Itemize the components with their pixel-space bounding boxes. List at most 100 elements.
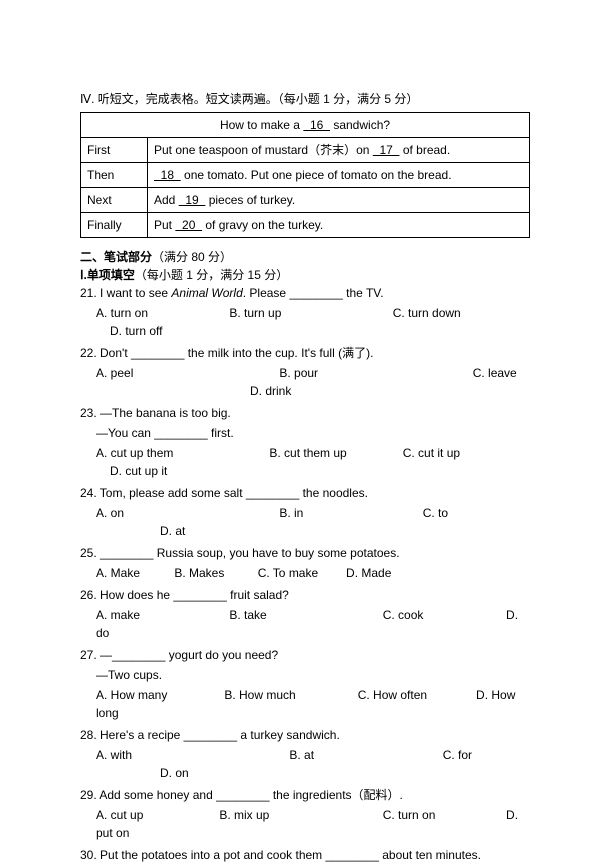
sub-note: （每小题 1 分，满分 15 分）	[135, 268, 288, 282]
q29-stem: 29. Add some honey and ________ the ingr…	[80, 786, 530, 804]
question-21: 21. I want to see Animal World. Please _…	[80, 284, 530, 340]
question-22: 22. Don't ________ the milk into the cup…	[80, 344, 530, 400]
q28-options-row2: D. on	[80, 764, 530, 782]
q27-l2: —Two cups.	[80, 666, 530, 684]
q22-options: A. peel B. pour C. leave	[80, 364, 530, 382]
q23-options-row2: D. cut up it	[80, 462, 530, 480]
opt-c: C. turn on	[383, 806, 503, 824]
q21-stem-b: . Please ________ the TV.	[243, 286, 384, 300]
q27-options: A. How many B. How much C. How often D. …	[80, 686, 530, 704]
sub-title: Ⅰ.单项填空	[80, 268, 135, 282]
written-title: 二、笔试部分	[80, 250, 152, 264]
opt-a: A. peel	[96, 364, 276, 382]
opt-b: B. mix up	[219, 806, 379, 824]
opt-d: D. Made	[346, 564, 391, 582]
question-25: 25. ________ Russia soup, you have to bu…	[80, 544, 530, 582]
opt-b: B. in	[279, 504, 419, 522]
q26-options: A. make B. take C. cook D.	[80, 606, 530, 624]
opt-a: A. cut up	[96, 806, 216, 824]
opt-c: C. How often	[358, 686, 473, 704]
opt-a: A. How many	[96, 686, 221, 704]
q24-options-row2: D. at	[80, 522, 530, 540]
sandwich-table: How to make a 16 sandwich? First Put one…	[80, 112, 530, 238]
q21-options: A. turn on B. turn up C. turn down	[80, 304, 530, 322]
row-label: Next	[81, 188, 148, 213]
row-text: 18 one tomato. Put one piece of tomato o…	[148, 163, 530, 188]
table-row: Then 18 one tomato. Put one piece of tom…	[81, 163, 530, 188]
opt-d: D. on	[160, 764, 189, 782]
opt-a: A. on	[96, 504, 276, 522]
q27-opt-d2: long	[80, 704, 530, 722]
q21-stem: 21. I want to see Animal World. Please _…	[80, 284, 530, 302]
opt-d: D.	[506, 606, 518, 624]
opt-b: B. turn up	[229, 304, 389, 322]
opt-a: A. turn on	[96, 304, 226, 322]
opt-b: B. take	[229, 606, 379, 624]
q22-options-row2: D. drink	[80, 382, 530, 400]
opt-b: B. cut them up	[269, 444, 399, 462]
table-header-cell: How to make a 16 sandwich?	[81, 113, 530, 138]
question-26: 26. How does he ________ fruit salad? A.…	[80, 586, 530, 642]
opt-a: A. cut up them	[96, 444, 266, 462]
opt-b: B. How much	[224, 686, 354, 704]
row-label: First	[81, 138, 148, 163]
table-row: Next Add 19 pieces of turkey.	[81, 188, 530, 213]
opt-d: D. How	[476, 686, 515, 704]
opt-c: C. to	[423, 504, 448, 522]
row-label: Finally	[81, 213, 148, 238]
opt-c: C. turn down	[393, 304, 461, 322]
q29-options: A. cut up B. mix up C. turn on D.	[80, 806, 530, 824]
q27-l1: 27. —________ yogurt do you need?	[80, 646, 530, 664]
opt-c: C. leave	[473, 364, 517, 382]
q22-stem: 22. Don't ________ the milk into the cup…	[80, 344, 530, 362]
exam-page: Ⅳ. 听短文，完成表格。短文读两遍。（每小题 1 分，满分 5 分） How t…	[0, 0, 595, 842]
q23-options: A. cut up them B. cut them up C. cut it …	[80, 444, 530, 462]
opt-b: B. pour	[279, 364, 469, 382]
row-text: Put one teaspoon of mustard（芥末）on 17 of …	[148, 138, 530, 163]
section-iv-heading: Ⅳ. 听短文，完成表格。短文读两遍。（每小题 1 分，满分 5 分）	[80, 90, 530, 108]
q28-stem: 28. Here's a recipe ________ a turkey sa…	[80, 726, 530, 744]
q23-l2: —You can ________ first.	[80, 424, 530, 442]
q21-stem-a: 21. I want to see	[80, 286, 171, 300]
q30-stem: 30. Put the potatoes into a pot and cook…	[80, 846, 530, 864]
q25-options: A. Make B. Makes C. To make D. Made	[80, 564, 530, 582]
row-label: Then	[81, 163, 148, 188]
q26-opt-d2: do	[80, 624, 530, 642]
opt-d: D. drink	[250, 382, 291, 400]
written-title-note: （满分 80 分）	[152, 250, 232, 264]
opt-c: C. for	[443, 746, 472, 764]
question-29: 29. Add some honey and ________ the ingr…	[80, 786, 530, 842]
q21-options-row2: D. turn off	[80, 322, 530, 340]
opt-a: A. make	[96, 606, 226, 624]
opt-c: C. To make	[258, 564, 343, 582]
question-28: 28. Here's a recipe ________ a turkey sa…	[80, 726, 530, 782]
opt-d: D. at	[160, 522, 185, 540]
q23-l1: 23. —The banana is too big.	[80, 404, 530, 422]
q29-opt-d2: put on	[80, 824, 530, 842]
q21-italic: Animal World	[171, 286, 242, 300]
question-24: 24. Tom, please add some salt ________ t…	[80, 484, 530, 540]
row-text: Add 19 pieces of turkey.	[148, 188, 530, 213]
q26-stem: 26. How does he ________ fruit salad?	[80, 586, 530, 604]
opt-b: B. at	[289, 746, 439, 764]
q24-stem: 24. Tom, please add some salt ________ t…	[80, 484, 530, 502]
table-row: First Put one teaspoon of mustard（芥末）on …	[81, 138, 530, 163]
question-27: 27. —________ yogurt do you need? —Two c…	[80, 646, 530, 722]
row-text: Put 20 of gravy on the turkey.	[148, 213, 530, 238]
q25-stem: 25. ________ Russia soup, you have to bu…	[80, 544, 530, 562]
opt-d: D. turn off	[110, 322, 162, 340]
written-heading: 二、笔试部分（满分 80 分）	[80, 248, 530, 266]
opt-c: C. cut it up	[403, 444, 460, 462]
question-23: 23. —The banana is too big. —You can ___…	[80, 404, 530, 480]
opt-a: A. Make	[96, 564, 171, 582]
q28-options: A. with B. at C. for	[80, 746, 530, 764]
question-30: 30. Put the potatoes into a pot and cook…	[80, 846, 530, 864]
opt-b: B. Makes	[174, 564, 254, 582]
sub-heading: Ⅰ.单项填空（每小题 1 分，满分 15 分）	[80, 266, 530, 284]
opt-c: C. cook	[383, 606, 503, 624]
opt-a: A. with	[96, 746, 286, 764]
opt-d: D. cut up it	[110, 462, 167, 480]
q24-options: A. on B. in C. to	[80, 504, 530, 522]
table-row: Finally Put 20 of gravy on the turkey.	[81, 213, 530, 238]
opt-d: D.	[506, 806, 518, 824]
